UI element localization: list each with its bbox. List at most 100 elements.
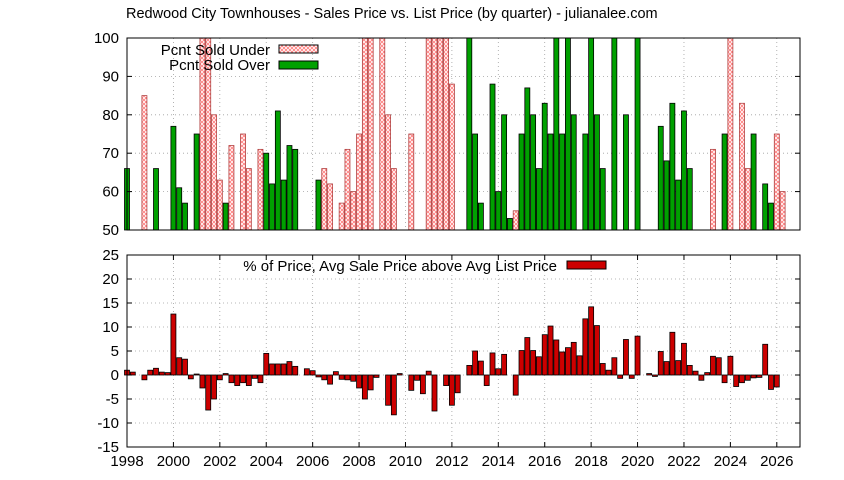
bar-sold-over (472, 133, 479, 231)
bar-sold-under (211, 114, 217, 231)
bar-sold-over (686, 168, 693, 231)
bar-sold-under (437, 37, 444, 231)
bar-sold-under (744, 168, 751, 231)
bar-sold-over (611, 37, 618, 231)
bar-avg-sale-above-list (373, 374, 380, 378)
legend-swatch-sold-over (278, 60, 319, 70)
bar-sold-over (182, 202, 188, 231)
bar-avg-sale-above-list (303, 368, 310, 376)
bar-sold-over (663, 160, 670, 231)
bar-avg-sale-above-list (414, 374, 420, 381)
bar-avg-sale-above-list (524, 337, 531, 376)
bar-sold-under (344, 148, 351, 231)
bar-avg-sale-above-list (274, 363, 281, 376)
bar-avg-sale-above-list (623, 339, 629, 376)
bar-avg-sale-above-list (193, 373, 200, 376)
bar-avg-sale-above-list (570, 341, 577, 376)
bar-sold-over (176, 187, 183, 231)
bar-sold-over (501, 114, 508, 231)
bar-avg-sale-above-list (182, 358, 188, 376)
bar-sold-under (327, 183, 333, 231)
bar-avg-sale-above-list (762, 343, 769, 376)
bar-sold-over (193, 133, 200, 231)
bar-avg-sale-above-list (176, 357, 183, 376)
bar-sold-over (559, 133, 566, 231)
bar-avg-sale-above-list (222, 373, 229, 376)
bottom-y-ticks: -15 -10 -5 0 5 10 15 20 25 (97, 247, 800, 456)
y-tick-label: 5 (111, 343, 119, 360)
top-y-ticks: 50 60 70 80 90 100 (94, 30, 800, 239)
x-tick-label: 2006 (296, 453, 329, 470)
bar-sold-over (594, 114, 600, 231)
bar-avg-sale-above-list (553, 339, 560, 376)
bar-avg-sale-above-list (495, 368, 502, 376)
bar-avg-sale-above-list (327, 374, 333, 385)
x-tick-label: 2000 (157, 453, 190, 470)
bar-sold-over (274, 110, 281, 231)
bar-avg-sale-above-list (756, 374, 763, 378)
bar-avg-sale-above-list (385, 374, 391, 406)
bar-avg-sale-above-list (286, 361, 293, 376)
y-tick-label: 90 (102, 68, 119, 85)
bar-avg-sale-above-list (472, 350, 479, 376)
bar-sold-under (240, 133, 246, 231)
bar-sold-over (495, 191, 502, 231)
bar-sold-over (222, 202, 229, 231)
bar-avg-sale-above-list (443, 374, 449, 386)
y-tick-label: 0 (111, 367, 119, 384)
bar-avg-sale-above-list (512, 374, 519, 396)
bar-avg-sale-above-list (251, 374, 258, 379)
x-tick-label: 2026 (760, 453, 793, 470)
bar-avg-sale-above-list (158, 371, 165, 376)
bar-avg-sale-above-list (541, 334, 548, 376)
bar-sold-over (530, 114, 537, 231)
bar-sold-over (565, 37, 571, 231)
bar-sold-over (153, 168, 159, 231)
bar-avg-sale-above-list (170, 313, 177, 376)
bar-sold-under (431, 37, 438, 231)
bar-sold-over (582, 133, 589, 231)
bar-avg-sale-above-list (646, 373, 653, 376)
bar-avg-sale-above-list (448, 374, 455, 406)
bar-avg-sale-above-list (686, 364, 693, 376)
y-tick-label: 20 (102, 271, 119, 288)
bar-sold-under (216, 179, 223, 231)
bar-sold-under (228, 145, 235, 231)
bar-sold-over (518, 133, 525, 231)
bar-avg-sale-above-list (582, 318, 589, 376)
bar-avg-sale-above-list (466, 364, 473, 376)
bar-sold-under (356, 133, 362, 231)
bar-avg-sale-above-list (187, 374, 194, 380)
bar-sold-under (361, 37, 368, 231)
bar-avg-sale-above-list (536, 356, 542, 376)
bar-sold-over (669, 102, 676, 231)
bar-avg-sale-above-list (361, 374, 368, 400)
bar-avg-sale-above-list (588, 306, 595, 376)
y-tick-label: 15 (102, 295, 119, 312)
bar-avg-sale-above-list (147, 369, 154, 376)
bar-avg-sale-above-list (292, 365, 299, 376)
x-tick-label: 2014 (482, 453, 515, 470)
bar-avg-sale-above-list (489, 352, 496, 376)
bar-sold-over (762, 183, 769, 231)
bar-avg-sale-above-list (675, 360, 682, 376)
y-tick-label: -5 (106, 391, 119, 408)
bar-avg-sale-above-list (594, 325, 600, 376)
bar-avg-sale-above-list (704, 372, 711, 376)
bar-avg-sale-above-list (356, 374, 362, 389)
bar-sold-under (512, 210, 519, 231)
y-tick-label: 80 (102, 107, 119, 124)
y-tick-label: 60 (102, 184, 119, 201)
bar-avg-sale-above-list (280, 363, 287, 376)
bar-avg-sale-above-list (344, 374, 351, 381)
bar-avg-sale-above-list (425, 370, 432, 376)
bar-avg-sale-above-list (245, 374, 252, 386)
bar-sold-over (263, 152, 270, 231)
bar-avg-sale-above-list (744, 374, 751, 381)
bar-sold-under (448, 83, 455, 231)
bar-sold-under (773, 133, 780, 231)
bar-avg-sale-above-list (681, 342, 687, 376)
bar-sold-over (536, 168, 542, 231)
bar-sold-over (675, 179, 682, 231)
bar-avg-sale-above-list (518, 350, 525, 376)
